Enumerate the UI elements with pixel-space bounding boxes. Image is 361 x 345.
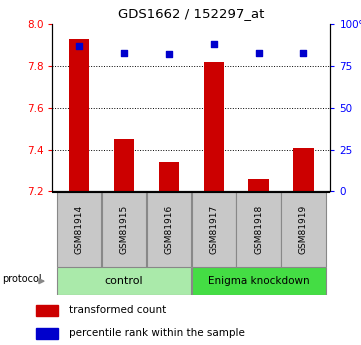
Bar	[159, 162, 179, 191]
Bar	[293, 148, 313, 191]
Point	[121, 50, 127, 55]
Bar	[248, 179, 269, 191]
Point	[300, 50, 306, 55]
Point	[256, 50, 261, 55]
Bar	[204, 62, 224, 191]
Text: control: control	[105, 276, 143, 286]
Bar	[57, 192, 101, 267]
Text: protocol: protocol	[3, 274, 42, 284]
Bar	[192, 192, 236, 267]
Point	[166, 51, 172, 57]
Title: GDS1662 / 152297_at: GDS1662 / 152297_at	[118, 7, 265, 20]
Bar	[69, 39, 89, 191]
Bar	[281, 192, 326, 267]
Bar	[36, 305, 58, 316]
Text: GSM81914: GSM81914	[75, 205, 84, 254]
Text: GSM81919: GSM81919	[299, 205, 308, 254]
Bar	[236, 192, 281, 267]
Bar	[114, 139, 134, 191]
Point	[77, 43, 82, 49]
Text: GSM81915: GSM81915	[119, 205, 129, 254]
Text: GSM81917: GSM81917	[209, 205, 218, 254]
Bar	[57, 267, 191, 295]
Text: Enigma knockdown: Enigma knockdown	[208, 276, 309, 286]
Bar	[102, 192, 146, 267]
Bar	[36, 328, 58, 339]
Text: transformed count: transformed count	[69, 305, 166, 315]
Text: GSM81918: GSM81918	[254, 205, 263, 254]
Text: percentile rank within the sample: percentile rank within the sample	[69, 328, 244, 338]
Point	[211, 41, 217, 47]
Text: GSM81916: GSM81916	[164, 205, 173, 254]
Bar	[147, 192, 191, 267]
Bar	[192, 267, 326, 295]
